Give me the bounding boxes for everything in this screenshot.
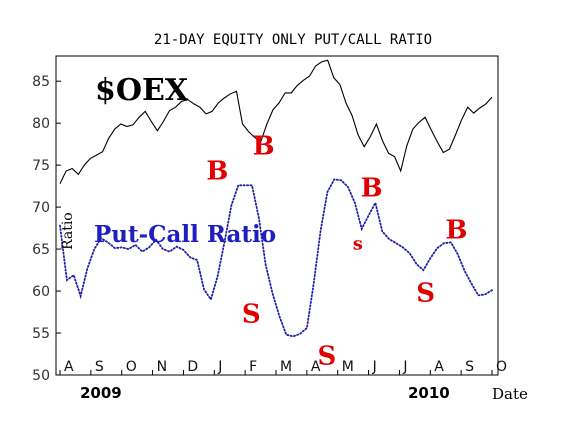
buy-signal-marker: B [253,132,275,162]
sell-signal-marker: S [242,299,261,329]
x-tick-label: S [465,359,474,375]
buy-signal-marker: B [206,157,228,187]
oex-line [59,59,493,184]
series-layer [59,59,493,338]
x-tick-label: O [496,359,507,375]
x-tick-label: J [402,359,407,375]
y-tick-label: 50 [32,368,50,384]
x-tick-label: M [342,359,354,375]
x-tick-label: J [217,359,222,375]
oex-series-label: $OEX [95,73,189,108]
x-tick-label: J [372,359,377,375]
put-call-ratio-line [59,178,493,338]
x-tick-label: F [249,359,257,375]
put-call-series-label: Put-Call Ratio [94,221,276,248]
plot-area [55,55,499,376]
plot-frame [55,55,499,376]
year-label-2010: 2010 [408,384,450,402]
chart-title: 21-DAY EQUITY ONLY PUT/CALL RATIO [154,32,432,48]
x-tick-label: A [434,359,444,375]
sell-signal-marker: S [318,341,337,371]
y-axis: 85 80 75 70 65 60 55 50 [32,74,61,384]
x-tick-label: A [311,359,321,375]
x-tick-label: S [95,359,104,375]
year-label-2009: 2009 [80,384,122,402]
y-tick-label: 65 [32,242,50,258]
x-tick-label: N [157,359,167,375]
y-tick-label: 85 [32,74,50,90]
sell-signal-marker: S [416,278,435,308]
buy-signal-marker: B [446,215,468,245]
x-axis-label: Date [492,385,528,403]
x-tick-label: O [126,359,137,375]
x-tick-label: D [187,359,198,375]
y-tick-label: 75 [32,158,50,174]
y-tick-label: 60 [32,284,50,300]
buy-signal-marker: B [361,174,383,204]
x-tick-label: M [280,359,292,375]
sell-signal-marker: s [353,234,363,255]
y-tick-label: 55 [32,326,50,342]
y-axis-label: Ratio [60,212,76,250]
y-tick-label: 80 [32,116,50,132]
x-tick-label: A [64,359,74,375]
y-tick-label: 70 [32,200,50,216]
